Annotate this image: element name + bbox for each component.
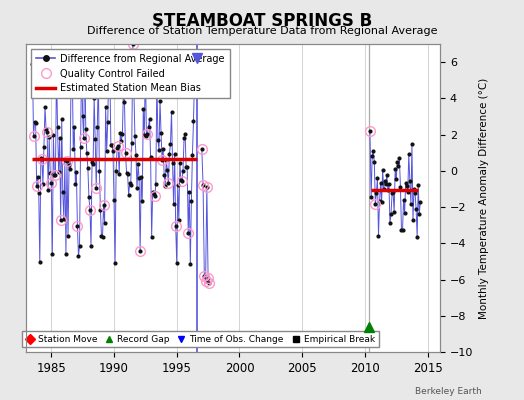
Y-axis label: Monthly Temperature Anomaly Difference (°C): Monthly Temperature Anomaly Difference (… (479, 77, 489, 319)
Text: STEAMBOAT SPRINGS B: STEAMBOAT SPRINGS B (152, 12, 372, 30)
Legend: Station Move, Record Gap, Time of Obs. Change, Empirical Break: Station Move, Record Gap, Time of Obs. C… (21, 331, 378, 348)
Text: Berkeley Earth: Berkeley Earth (416, 387, 482, 396)
Text: Difference of Station Temperature Data from Regional Average: Difference of Station Temperature Data f… (87, 26, 437, 36)
